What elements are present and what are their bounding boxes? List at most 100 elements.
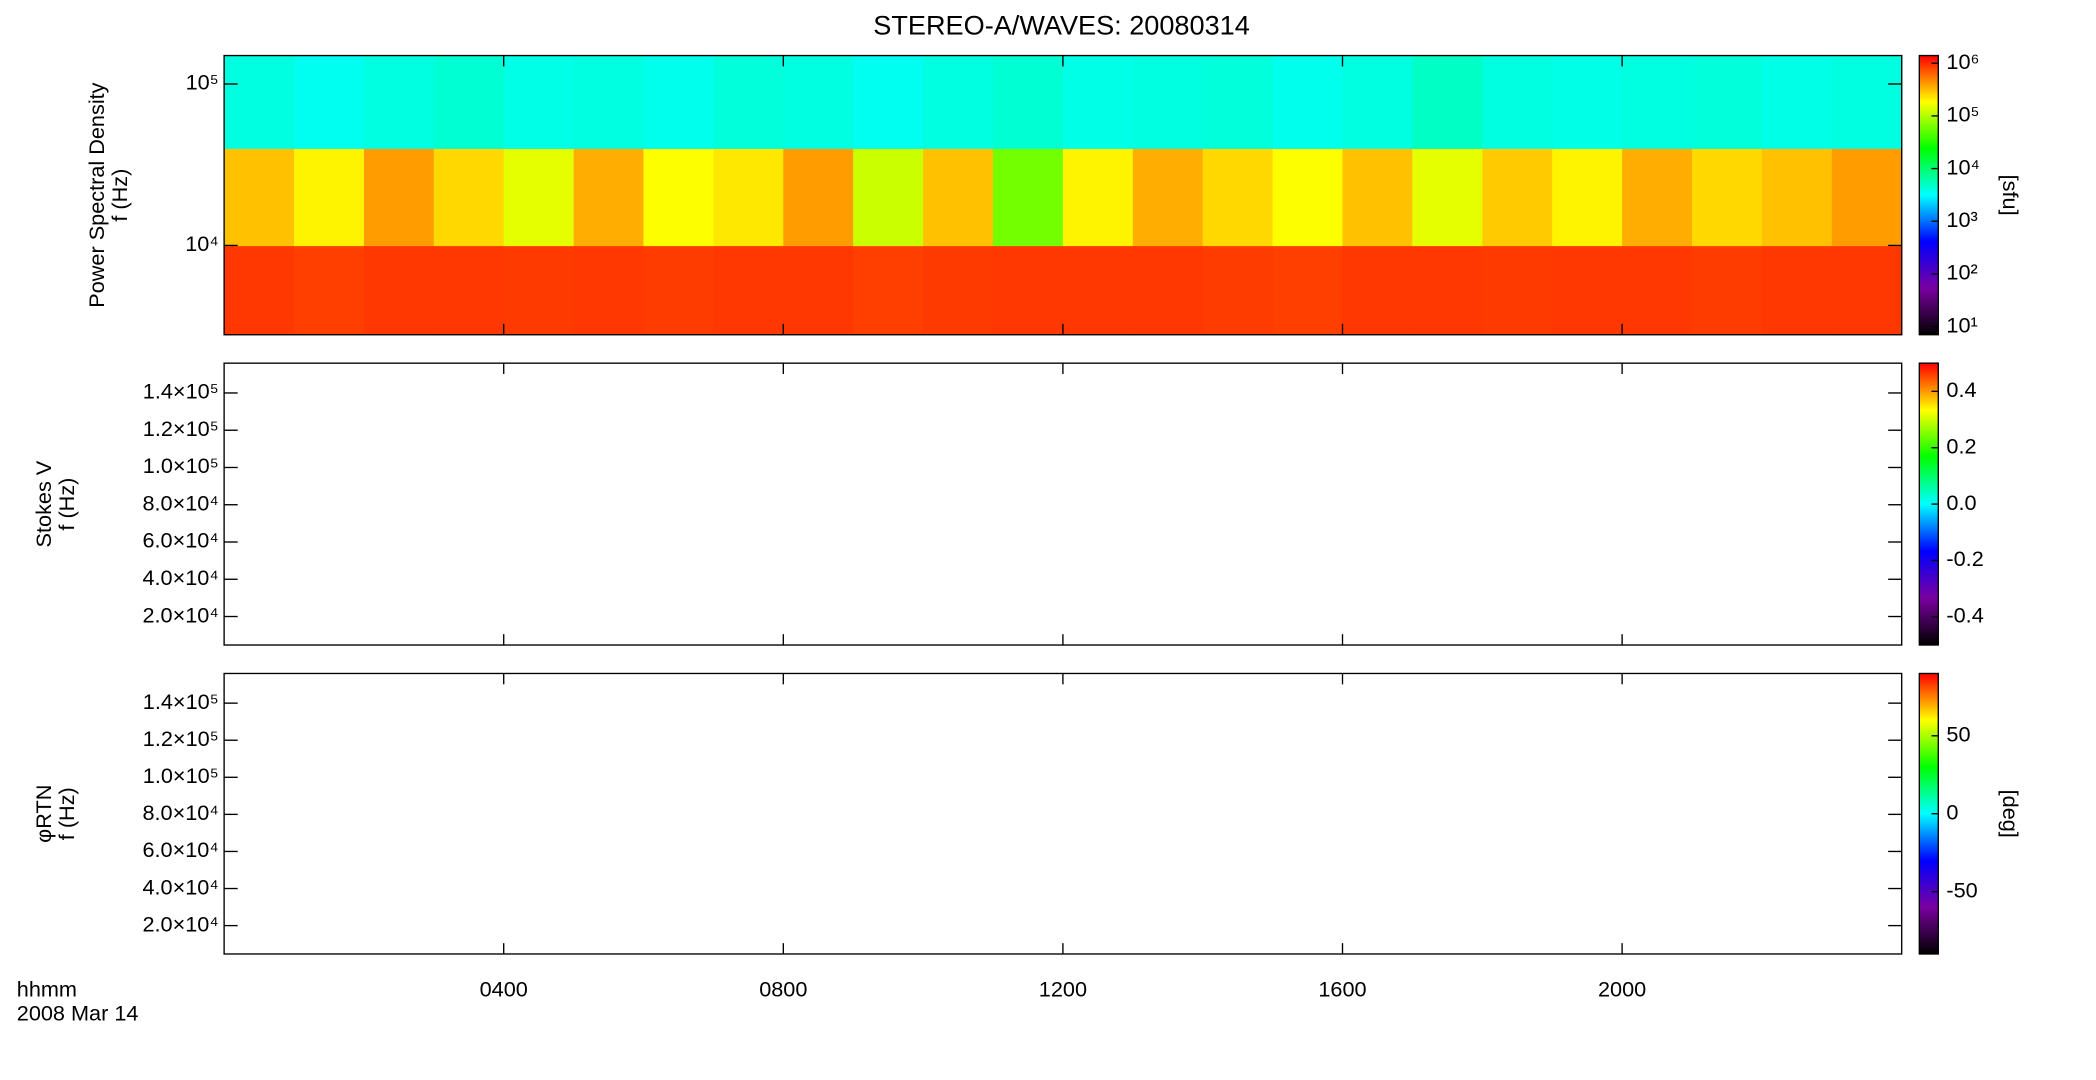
plot-frame — [223, 672, 1903, 955]
heatmap-cell — [294, 148, 365, 247]
heatmap-cell — [1761, 245, 1833, 336]
colorbar-tick-label: -0.2 — [1946, 546, 1983, 571]
colorbar-tick-label: 50 — [1946, 722, 1970, 747]
heatmap-cell — [1622, 148, 1693, 247]
y-tick-label: 6.0×10⁴ — [142, 837, 218, 862]
x-tick-label: 1600 — [1318, 976, 1366, 1001]
colorbar-tick-label: 10⁴ — [1946, 154, 1979, 179]
colorbar-tick-label: 10¹ — [1946, 312, 1977, 337]
colorbar-tick-label: 0 — [1946, 799, 1958, 824]
heatmap-cell — [1062, 245, 1134, 336]
heatmap-cell — [1831, 148, 1903, 247]
heatmap-cell — [1831, 245, 1903, 336]
heatmap-cell — [1482, 148, 1553, 247]
heatmap-cell — [1552, 55, 1623, 149]
heatmap-cell — [713, 148, 784, 247]
y-tick-label: 4.0×10⁴ — [142, 565, 218, 590]
y-tick-label: 1.2×10⁵ — [143, 726, 219, 751]
heatmap-cell — [1132, 148, 1204, 247]
y-axis-label: f (Hz) — [107, 169, 132, 222]
colorbar-tick-label: 0.0 — [1946, 490, 1976, 515]
colorbar-label: [deg] — [1998, 790, 2023, 838]
heatmap-cell — [1692, 55, 1763, 149]
heatmap-cell — [1202, 245, 1274, 336]
heatmap-cell — [853, 55, 924, 149]
heatmap-cell — [573, 245, 645, 336]
heatmap-cell — [1202, 148, 1274, 247]
heatmap-cell — [224, 245, 295, 336]
heatmap-cell — [1272, 55, 1344, 149]
heatmap-cell — [433, 148, 505, 247]
heatmap-cell — [1552, 148, 1623, 247]
y-tick-label: 10⁵ — [186, 70, 219, 95]
heatmap-cell — [1482, 245, 1553, 336]
colorbar-label: [sfu] — [1998, 175, 2023, 216]
heatmap-cell — [923, 245, 994, 336]
colorbar-tick-label: 0.4 — [1946, 377, 1976, 402]
heatmap-cell — [783, 148, 854, 247]
plot-frame — [223, 362, 1903, 646]
y-tick-label: 8.0×10⁴ — [142, 800, 218, 825]
heatmap-cell — [1831, 55, 1903, 149]
heatmap-cell — [1412, 148, 1483, 247]
heatmap-cell — [1132, 55, 1204, 149]
heatmap-cell — [294, 245, 365, 336]
heatmap-cell — [1761, 148, 1833, 247]
colorbar-tick-label: 10² — [1946, 260, 1977, 285]
x-tick-label: 0800 — [759, 976, 807, 1001]
colorbar-tick-label: 0.2 — [1946, 433, 1976, 458]
heatmap-cell — [294, 55, 365, 149]
y-tick-label: 1.0×10⁵ — [143, 453, 219, 478]
heatmap-cell — [1342, 148, 1414, 247]
x-tick-label: 0400 — [480, 976, 528, 1001]
y-axis-label: Power Spectral Density — [84, 82, 109, 307]
y-tick-label: 1.4×10⁵ — [143, 379, 219, 404]
heatmap-cell — [1412, 245, 1483, 336]
heatmap-cell — [1412, 55, 1483, 149]
heatmap-cell — [1272, 148, 1344, 247]
heatmap-cell — [643, 148, 715, 247]
heatmap-cell — [713, 245, 784, 336]
heatmap-cell — [1552, 245, 1623, 336]
heatmap-cell — [1761, 55, 1833, 149]
y-tick-label: 8.0×10⁴ — [142, 490, 218, 515]
heatmap-cell — [993, 55, 1064, 149]
y-tick-label: 10⁴ — [185, 231, 218, 256]
heatmap-cell — [433, 245, 505, 336]
heatmap-cell — [1622, 245, 1693, 336]
y-axis-label: Stokes V — [31, 460, 56, 547]
heatmap-cell — [363, 245, 435, 336]
colorbar-tick-label: 10³ — [1946, 207, 1977, 232]
heatmap-cell — [923, 148, 994, 247]
heatmap-cell — [503, 245, 575, 336]
y-tick-label: 1.0×10⁵ — [143, 763, 219, 788]
y-tick-label: 6.0×10⁴ — [142, 528, 218, 553]
heatmap-cell — [853, 245, 924, 336]
y-tick-label: 2.0×10⁴ — [142, 602, 218, 627]
heatmap-cell — [224, 55, 295, 149]
colorbar-tick-label: -0.4 — [1946, 603, 1983, 628]
y-axis-label: φRTN — [31, 785, 56, 843]
colorbar-tick-label: 10⁵ — [1946, 102, 1979, 127]
heatmap-cell — [923, 55, 994, 149]
heatmap-cell — [573, 55, 645, 149]
heatmap-cell — [503, 148, 575, 247]
heatmap-cell — [433, 55, 505, 149]
heatmap-cell — [1062, 55, 1134, 149]
heatmap-cell — [1482, 55, 1553, 149]
heatmap-cell — [853, 148, 924, 247]
x-tick-label: 1200 — [1039, 976, 1087, 1001]
heatmap-cell — [1202, 55, 1274, 149]
heatmap-cell — [503, 55, 575, 149]
heatmap-cell — [643, 55, 715, 149]
heatmap-cell — [1692, 245, 1763, 336]
colorbar — [1918, 54, 1939, 336]
heatmap-cell — [573, 148, 645, 247]
heatmap-cell — [1692, 148, 1763, 247]
y-tick-label: 1.2×10⁵ — [143, 416, 219, 441]
heatmap-cell — [1622, 55, 1693, 149]
heatmap-cell — [783, 245, 854, 336]
heatmap-cell — [713, 55, 784, 149]
x-axis-label: hhmm — [17, 976, 77, 1001]
